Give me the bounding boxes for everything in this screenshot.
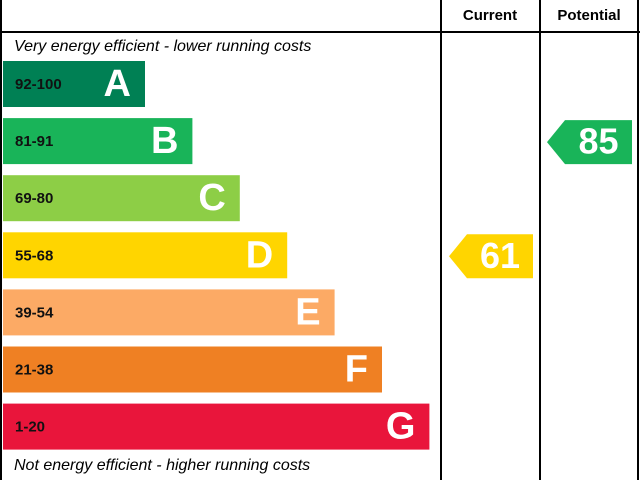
top-label: Very energy efficient - lower running co…	[14, 38, 311, 55]
rating-value: 61	[480, 235, 520, 276]
band-bar	[3, 289, 335, 336]
band-range: 81-91	[15, 133, 53, 150]
column-header: Potential	[557, 7, 620, 24]
band-bar	[3, 346, 382, 393]
band-letter: G	[386, 406, 416, 448]
band-letter: D	[246, 234, 273, 276]
band-letter: A	[104, 63, 131, 105]
band-letter: F	[345, 349, 368, 391]
band-bar	[3, 175, 240, 222]
rating-arrow	[547, 120, 632, 165]
band-bar	[3, 232, 288, 279]
band-range: 39-54	[15, 304, 54, 321]
band-letter: C	[198, 177, 225, 219]
band-bar	[3, 403, 430, 450]
band-range: 92-100	[15, 76, 62, 93]
band-range: 69-80	[15, 190, 53, 207]
bottom-label: Not energy efficient - higher running co…	[14, 457, 310, 474]
band-range: 21-38	[15, 361, 53, 378]
band-letter: E	[295, 291, 320, 333]
band-bar	[3, 118, 193, 165]
column-header: Current	[463, 7, 517, 24]
rating-value: 85	[578, 121, 618, 162]
band-range: 55-68	[15, 247, 53, 264]
band-letter: B	[151, 120, 178, 162]
band-range: 1-20	[15, 419, 45, 436]
band-bar	[3, 61, 145, 107]
rating-arrow	[449, 234, 533, 279]
